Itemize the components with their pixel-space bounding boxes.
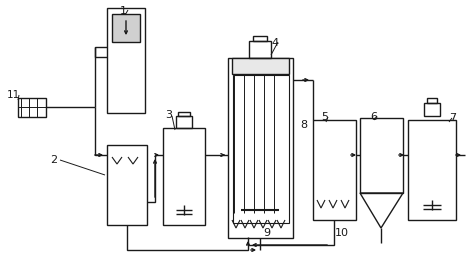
Bar [408, 120, 456, 220]
Bar [360, 118, 403, 193]
Bar [233, 75, 289, 223]
Text: 5: 5 [321, 112, 328, 122]
Text: 8: 8 [300, 120, 307, 130]
Text: 11: 11 [7, 90, 20, 100]
Bar [112, 14, 140, 42]
Text: 7: 7 [449, 113, 456, 123]
Bar [424, 103, 440, 116]
Bar [253, 36, 267, 41]
Bar [427, 98, 437, 103]
Bar [107, 8, 145, 113]
Text: 3: 3 [165, 110, 172, 120]
Text: 6: 6 [370, 112, 377, 122]
Text: 1: 1 [120, 6, 127, 16]
Bar [232, 58, 289, 74]
Bar [18, 98, 46, 117]
Bar [249, 41, 271, 58]
Text: 4: 4 [271, 38, 278, 48]
Bar [163, 128, 205, 225]
Bar [313, 120, 356, 220]
Text: 9: 9 [263, 228, 270, 238]
Text: 10: 10 [335, 228, 349, 238]
Bar [107, 145, 147, 225]
Bar [178, 112, 190, 116]
Text: 2: 2 [50, 155, 57, 165]
Bar [228, 58, 293, 238]
Bar [176, 116, 192, 128]
